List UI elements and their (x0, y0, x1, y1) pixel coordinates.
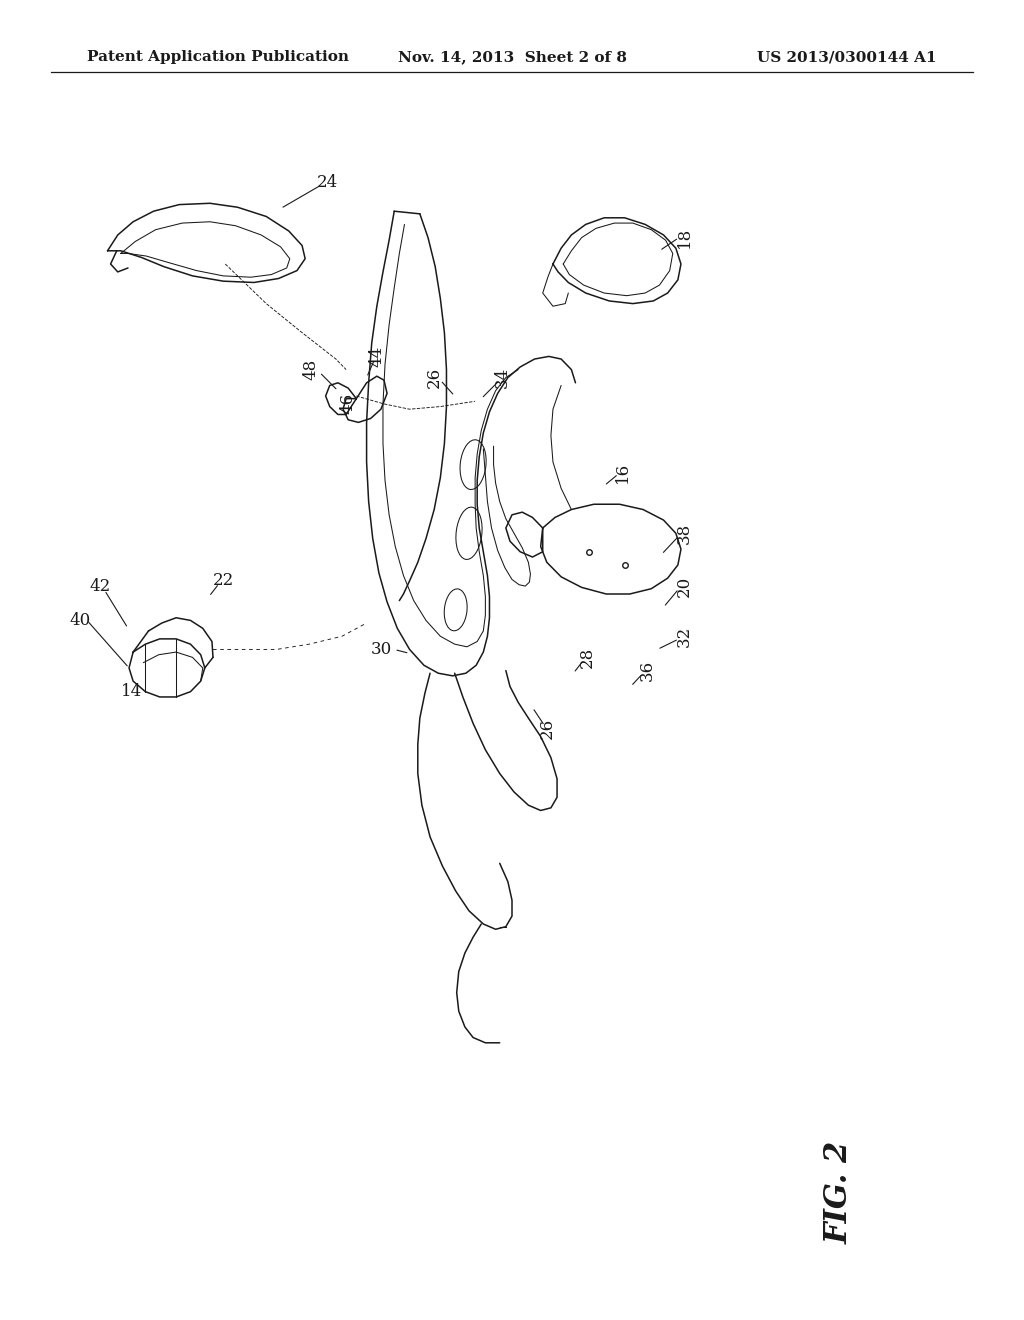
Text: Patent Application Publication: Patent Application Publication (87, 50, 349, 65)
Text: 28: 28 (580, 647, 596, 668)
Text: US 2013/0300144 A1: US 2013/0300144 A1 (758, 50, 937, 65)
Text: 36: 36 (639, 660, 655, 681)
Text: 18: 18 (676, 227, 692, 248)
Text: 24: 24 (317, 174, 338, 190)
Text: 40: 40 (70, 612, 90, 628)
Text: 32: 32 (676, 626, 692, 647)
Text: 38: 38 (676, 523, 692, 544)
Text: 22: 22 (213, 573, 233, 589)
Text: 46: 46 (340, 393, 356, 414)
Text: 20: 20 (676, 576, 692, 597)
Text: 44: 44 (369, 346, 385, 367)
Text: 26: 26 (539, 718, 555, 739)
Text: 30: 30 (371, 642, 391, 657)
Text: 26: 26 (426, 367, 442, 388)
Text: 16: 16 (614, 462, 631, 483)
Text: FIG. 2: FIG. 2 (824, 1140, 855, 1243)
Text: 48: 48 (303, 359, 319, 380)
Text: 14: 14 (121, 684, 141, 700)
Text: 42: 42 (90, 578, 111, 594)
Text: 34: 34 (494, 367, 510, 388)
Text: Nov. 14, 2013  Sheet 2 of 8: Nov. 14, 2013 Sheet 2 of 8 (397, 50, 627, 65)
